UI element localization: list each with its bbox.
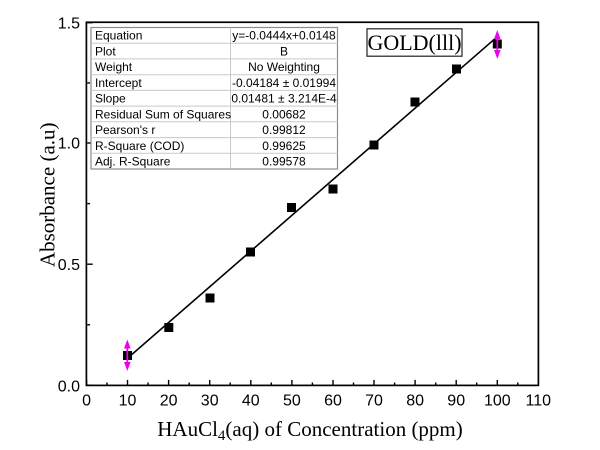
svg-text:0: 0: [82, 393, 91, 410]
svg-text:0.00682: 0.00682: [262, 107, 306, 121]
svg-text:90: 90: [447, 393, 465, 410]
svg-text:40: 40: [242, 393, 260, 410]
svg-text:110: 110: [526, 393, 552, 410]
svg-text:Slope: Slope: [95, 92, 126, 106]
svg-text:0.99578: 0.99578: [262, 155, 306, 169]
svg-text:Plot: Plot: [95, 44, 116, 58]
svg-text:80: 80: [406, 393, 424, 410]
svg-text:Residual Sum of Squares: Residual Sum of Squares: [95, 107, 231, 121]
svg-text:Pearson's r: Pearson's r: [95, 123, 155, 137]
svg-text:60: 60: [324, 393, 342, 410]
svg-text:0.01481 ± 3.214E-4: 0.01481 ± 3.214E-4: [231, 92, 337, 106]
svg-text:100: 100: [484, 393, 511, 410]
svg-text:Absorbance (a.u): Absorbance (a.u): [35, 122, 59, 267]
svg-text:70: 70: [365, 393, 383, 410]
svg-text:Intercept: Intercept: [95, 76, 142, 90]
svg-text:10: 10: [119, 393, 137, 410]
svg-text:-0.04184 ± 0.01994: -0.04184 ± 0.01994: [232, 76, 336, 90]
svg-text:B: B: [280, 44, 288, 58]
svg-text:HAuCl4(aq) of Concentration (p: HAuCl4(aq) of Concentration (ppm): [157, 417, 463, 444]
svg-text:No Weighting: No Weighting: [248, 60, 320, 74]
svg-text:R-Square (COD): R-Square (COD): [95, 139, 184, 153]
svg-text:20: 20: [160, 393, 178, 410]
svg-text:GOLD(lll): GOLD(lll): [367, 30, 461, 55]
svg-text:1.5: 1.5: [58, 15, 80, 32]
svg-text:50: 50: [283, 393, 301, 410]
svg-text:0.0: 0.0: [58, 379, 80, 396]
svg-text:Equation: Equation: [95, 29, 142, 43]
svg-text:y=-0.0444x+0.0148: y=-0.0444x+0.0148: [232, 29, 336, 43]
svg-text:Weight: Weight: [95, 60, 133, 74]
svg-text:0.99625: 0.99625: [262, 139, 306, 153]
svg-text:0.99812: 0.99812: [262, 123, 306, 137]
svg-text:30: 30: [201, 393, 219, 410]
svg-text:1.0: 1.0: [58, 136, 80, 153]
svg-text:0.5: 0.5: [58, 257, 80, 274]
svg-text:Adj. R-Square: Adj. R-Square: [95, 155, 171, 169]
